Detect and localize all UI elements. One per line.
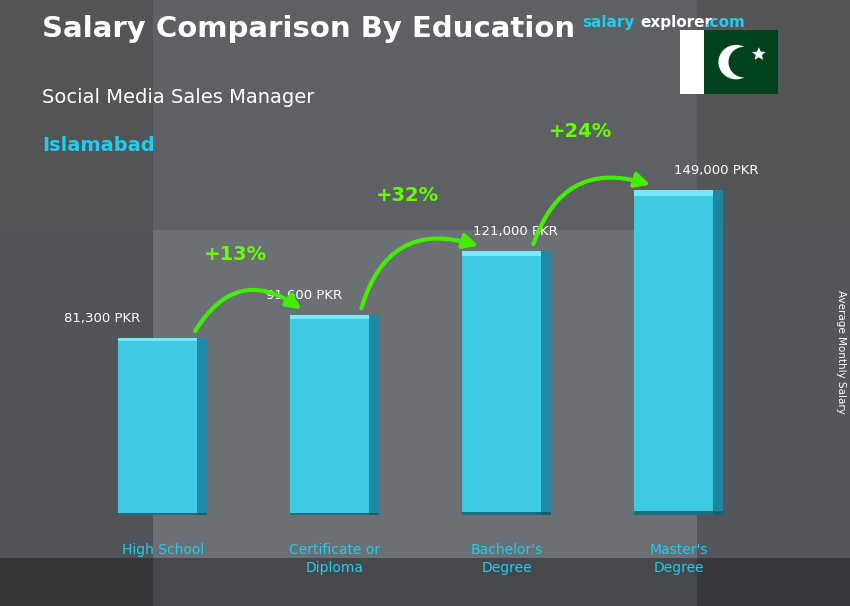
Bar xyxy=(118,513,207,515)
Bar xyxy=(290,315,369,515)
Bar xyxy=(680,30,705,94)
Text: Social Media Sales Manager: Social Media Sales Manager xyxy=(42,88,314,107)
Text: High School: High School xyxy=(122,544,204,558)
Text: Average Monthly Salary: Average Monthly Salary xyxy=(836,290,846,413)
Text: salary: salary xyxy=(582,15,635,30)
Bar xyxy=(634,190,712,515)
Bar xyxy=(290,513,379,515)
Bar xyxy=(705,30,778,94)
Bar xyxy=(634,190,712,196)
Text: 91,600 PKR: 91,600 PKR xyxy=(266,289,342,302)
Text: 81,300 PKR: 81,300 PKR xyxy=(65,311,141,325)
Bar xyxy=(0,558,850,606)
Bar xyxy=(462,251,541,256)
Bar xyxy=(0,0,850,230)
Text: 121,000 PKR: 121,000 PKR xyxy=(473,225,558,238)
Text: +24%: +24% xyxy=(549,122,612,141)
Text: +13%: +13% xyxy=(203,245,267,264)
Text: explorer: explorer xyxy=(640,15,712,30)
Text: Salary Comparison By Education: Salary Comparison By Education xyxy=(42,15,575,43)
Text: .com: .com xyxy=(705,15,745,30)
Text: +32%: +32% xyxy=(376,186,439,205)
Bar xyxy=(369,315,379,515)
Bar xyxy=(462,512,552,515)
Circle shape xyxy=(719,45,753,79)
Bar xyxy=(712,190,723,515)
Circle shape xyxy=(729,47,759,77)
Bar xyxy=(196,338,207,515)
Text: Certificate or
Diploma: Certificate or Diploma xyxy=(289,544,380,574)
Polygon shape xyxy=(752,47,766,60)
Bar xyxy=(118,338,196,515)
Text: 149,000 PKR: 149,000 PKR xyxy=(674,164,759,177)
Bar xyxy=(462,251,541,515)
Text: Islamabad: Islamabad xyxy=(42,136,155,155)
Text: Bachelor's
Degree: Bachelor's Degree xyxy=(471,544,543,574)
Text: Master's
Degree: Master's Degree xyxy=(649,544,708,574)
Bar xyxy=(118,338,196,341)
Bar xyxy=(634,511,723,515)
Bar xyxy=(290,315,369,319)
Bar xyxy=(697,0,850,606)
Bar xyxy=(541,251,552,515)
Bar xyxy=(0,0,153,606)
